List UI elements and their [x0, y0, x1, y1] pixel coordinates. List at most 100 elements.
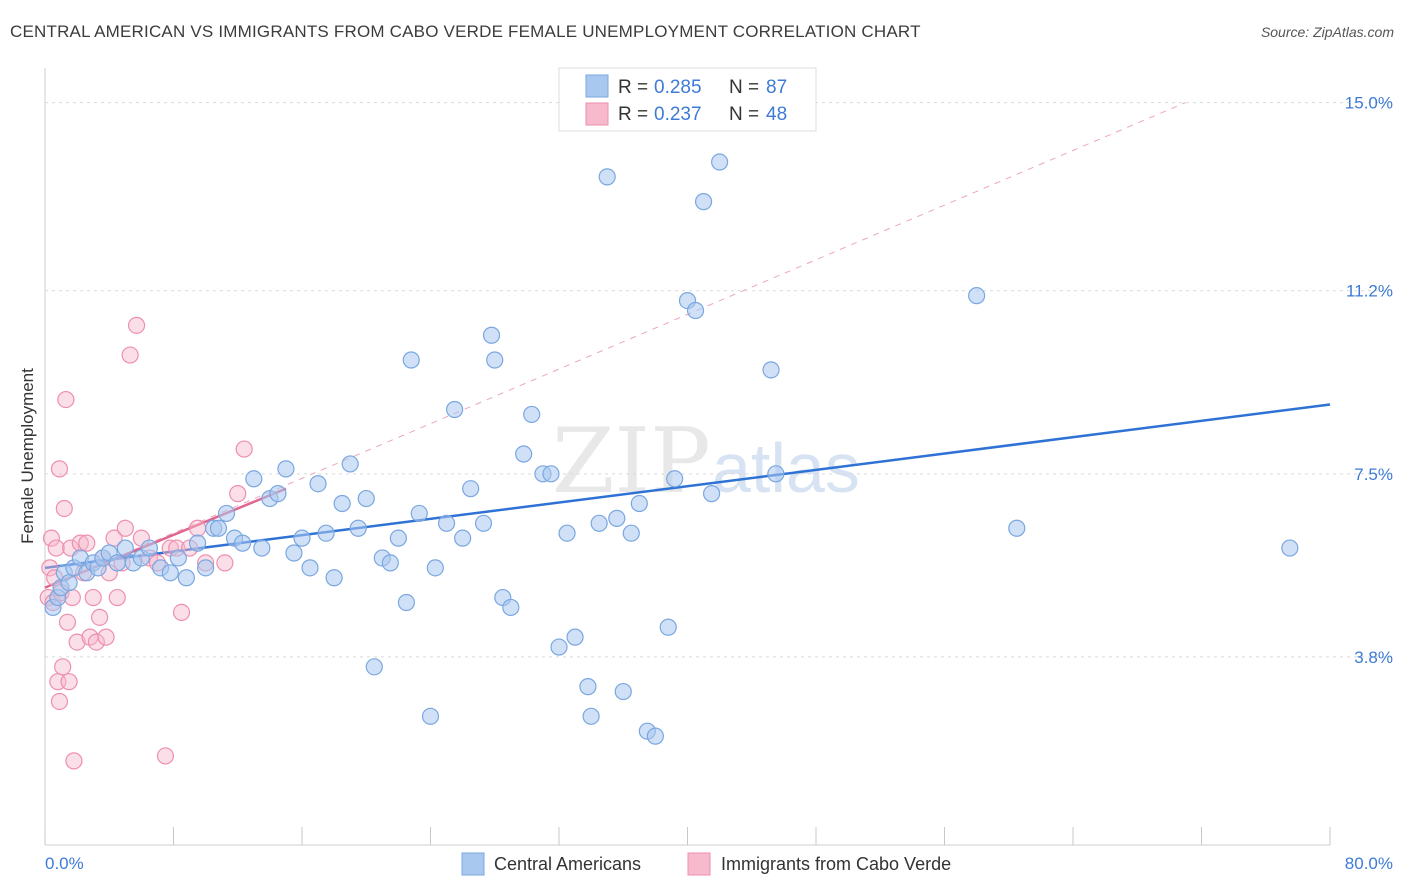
- data-point-central-americans: [542, 465, 560, 483]
- data-point-central-americans: [482, 326, 501, 344]
- trend-line-cabo-verde-extended: [44, 102, 1186, 589]
- data-point-central-americans: [169, 549, 187, 567]
- data-point-central-americans: [309, 475, 327, 493]
- data-point-central-americans: [277, 460, 295, 478]
- legend-box: R = 0.285 N = 87 R = 0.237 N = 48: [558, 67, 817, 132]
- series-central-americans-points: [44, 153, 1299, 745]
- data-point-central-americans: [108, 554, 126, 572]
- legend-n-value-2: 48: [766, 104, 787, 125]
- data-point-cabo-verde: [42, 529, 61, 547]
- gridlines: [45, 102, 1393, 658]
- data-point-central-americans: [550, 638, 568, 656]
- data-point-central-americans: [598, 168, 616, 186]
- bottom-legend-label-cabo-verde: Immigrants from Cabo Verde: [721, 854, 951, 874]
- x-tick-label-min: 0.0%: [45, 854, 84, 873]
- y-tick-label: 15.0%: [1345, 94, 1393, 113]
- y-axis-tick-labels: 3.8% 7.5% 11.2% 15.0%: [1345, 94, 1393, 667]
- legend-swatch-blue: [585, 74, 609, 98]
- data-point-central-americans: [233, 534, 252, 552]
- data-point-cabo-verde: [47, 539, 65, 557]
- data-point-central-americans: [188, 534, 207, 552]
- data-point-central-americans: [646, 727, 664, 745]
- data-point-cabo-verde: [54, 658, 72, 676]
- data-point-cabo-verde: [216, 554, 234, 572]
- data-point-cabo-verde: [97, 628, 115, 646]
- y-tick-label: 11.2%: [1346, 282, 1393, 301]
- bottom-legend-label-central-americans: Central Americans: [494, 854, 641, 874]
- y-tick-label: 3.8%: [1354, 648, 1393, 667]
- data-point-central-americans: [381, 554, 399, 572]
- data-point-central-americans: [397, 593, 416, 612]
- data-point-cabo-verde: [55, 499, 73, 518]
- data-point-central-americans: [325, 569, 343, 587]
- data-point-central-americans: [317, 524, 335, 542]
- legend-swatch-pink: [585, 102, 609, 126]
- data-point-central-americans: [389, 529, 407, 547]
- legend-r-value-2: 0.237: [654, 104, 702, 125]
- data-point-central-americans: [1281, 539, 1299, 557]
- data-point-central-americans: [590, 514, 608, 532]
- data-point-central-americans: [762, 361, 780, 379]
- x-tick-label-max: 80.0%: [1345, 854, 1393, 873]
- data-point-central-americans: [474, 514, 493, 532]
- data-point-cabo-verde: [91, 608, 109, 626]
- data-point-central-americans: [410, 504, 428, 523]
- y-tick-label: 7.5%: [1354, 465, 1393, 484]
- data-point-cabo-verde: [172, 603, 191, 621]
- data-point-central-americans: [357, 489, 375, 508]
- data-point-central-americans: [614, 682, 632, 701]
- data-point-central-americans: [402, 351, 420, 369]
- data-point-central-americans: [630, 494, 648, 513]
- data-point-central-americans: [365, 658, 383, 676]
- data-point-cabo-verde: [127, 316, 146, 334]
- data-point-central-americans: [767, 465, 785, 483]
- data-point-central-americans: [582, 707, 600, 725]
- data-point-central-americans: [454, 529, 472, 547]
- data-point-central-americans: [1008, 519, 1026, 537]
- data-point-central-americans: [622, 524, 640, 542]
- bottom-legend-swatch-pink: [687, 852, 711, 876]
- data-point-cabo-verde: [58, 613, 77, 631]
- data-point-central-americans: [968, 287, 986, 305]
- source-credit: Source: ZipAtlas.com: [1260, 24, 1394, 40]
- data-point-central-americans: [140, 539, 159, 557]
- data-point-cabo-verde: [57, 390, 75, 409]
- data-point-cabo-verde: [235, 440, 253, 458]
- data-point-cabo-verde: [50, 460, 69, 478]
- data-point-central-americans: [711, 153, 729, 171]
- legend-r-label-1: R =: [618, 77, 648, 98]
- data-point-central-americans: [245, 470, 263, 488]
- data-point-central-americans: [60, 574, 78, 592]
- data-point-central-americans: [445, 400, 464, 419]
- data-point-central-americans: [666, 470, 684, 488]
- data-point-cabo-verde: [116, 519, 134, 537]
- legend-n-label-2: N =: [729, 104, 759, 125]
- data-point-central-americans: [421, 707, 440, 725]
- data-point-central-americans: [116, 539, 134, 557]
- data-point-central-americans: [426, 559, 444, 577]
- data-point-central-americans: [523, 405, 541, 424]
- data-point-cabo-verde: [108, 588, 126, 607]
- data-point-central-americans: [579, 678, 597, 696]
- data-point-cabo-verde: [188, 519, 207, 537]
- watermark-zip: ZIP: [552, 409, 711, 514]
- data-point-cabo-verde: [65, 752, 83, 770]
- data-point-cabo-verde: [50, 692, 69, 711]
- data-point-central-americans: [333, 494, 351, 513]
- data-point-central-americans: [686, 301, 705, 320]
- data-point-central-americans: [437, 514, 456, 532]
- data-point-central-americans: [659, 618, 677, 636]
- legend-n-value-1: 87: [766, 77, 787, 98]
- data-point-cabo-verde: [87, 633, 106, 651]
- data-point-cabo-verde: [156, 747, 175, 765]
- data-point-central-americans: [341, 455, 359, 473]
- data-point-central-americans: [486, 351, 504, 369]
- data-point-central-americans: [177, 569, 195, 587]
- bottom-legend-swatch-blue: [461, 852, 485, 876]
- data-point-central-americans: [209, 519, 228, 537]
- data-point-central-americans: [217, 504, 236, 523]
- data-point-central-americans: [285, 544, 303, 562]
- x-axis-ticks: [44, 827, 1331, 845]
- legend-r-value-1: 0.285: [654, 77, 702, 98]
